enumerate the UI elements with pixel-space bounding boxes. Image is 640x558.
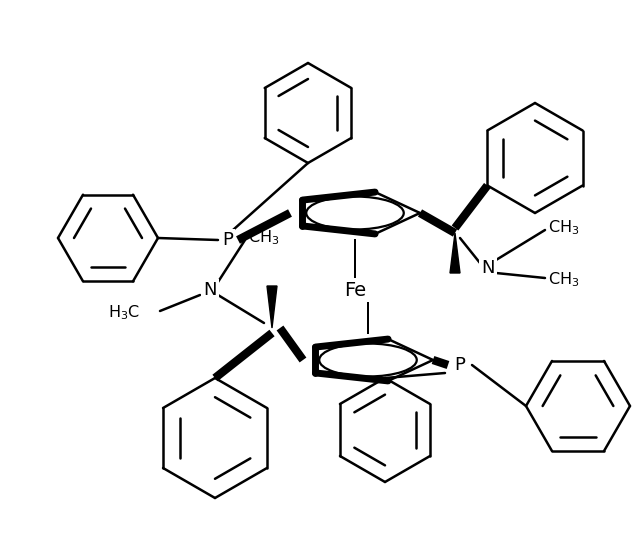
Text: N: N	[204, 281, 217, 299]
Polygon shape	[267, 286, 277, 328]
Text: P: P	[454, 356, 465, 374]
Text: P: P	[223, 231, 234, 249]
Text: N: N	[481, 259, 495, 277]
Text: H$_3$C: H$_3$C	[108, 304, 140, 323]
Text: CH$_3$: CH$_3$	[548, 219, 579, 237]
Text: CH$_3$: CH$_3$	[248, 229, 280, 247]
Text: CH$_3$: CH$_3$	[548, 271, 579, 290]
Text: Fe: Fe	[344, 281, 366, 300]
Polygon shape	[450, 233, 460, 273]
